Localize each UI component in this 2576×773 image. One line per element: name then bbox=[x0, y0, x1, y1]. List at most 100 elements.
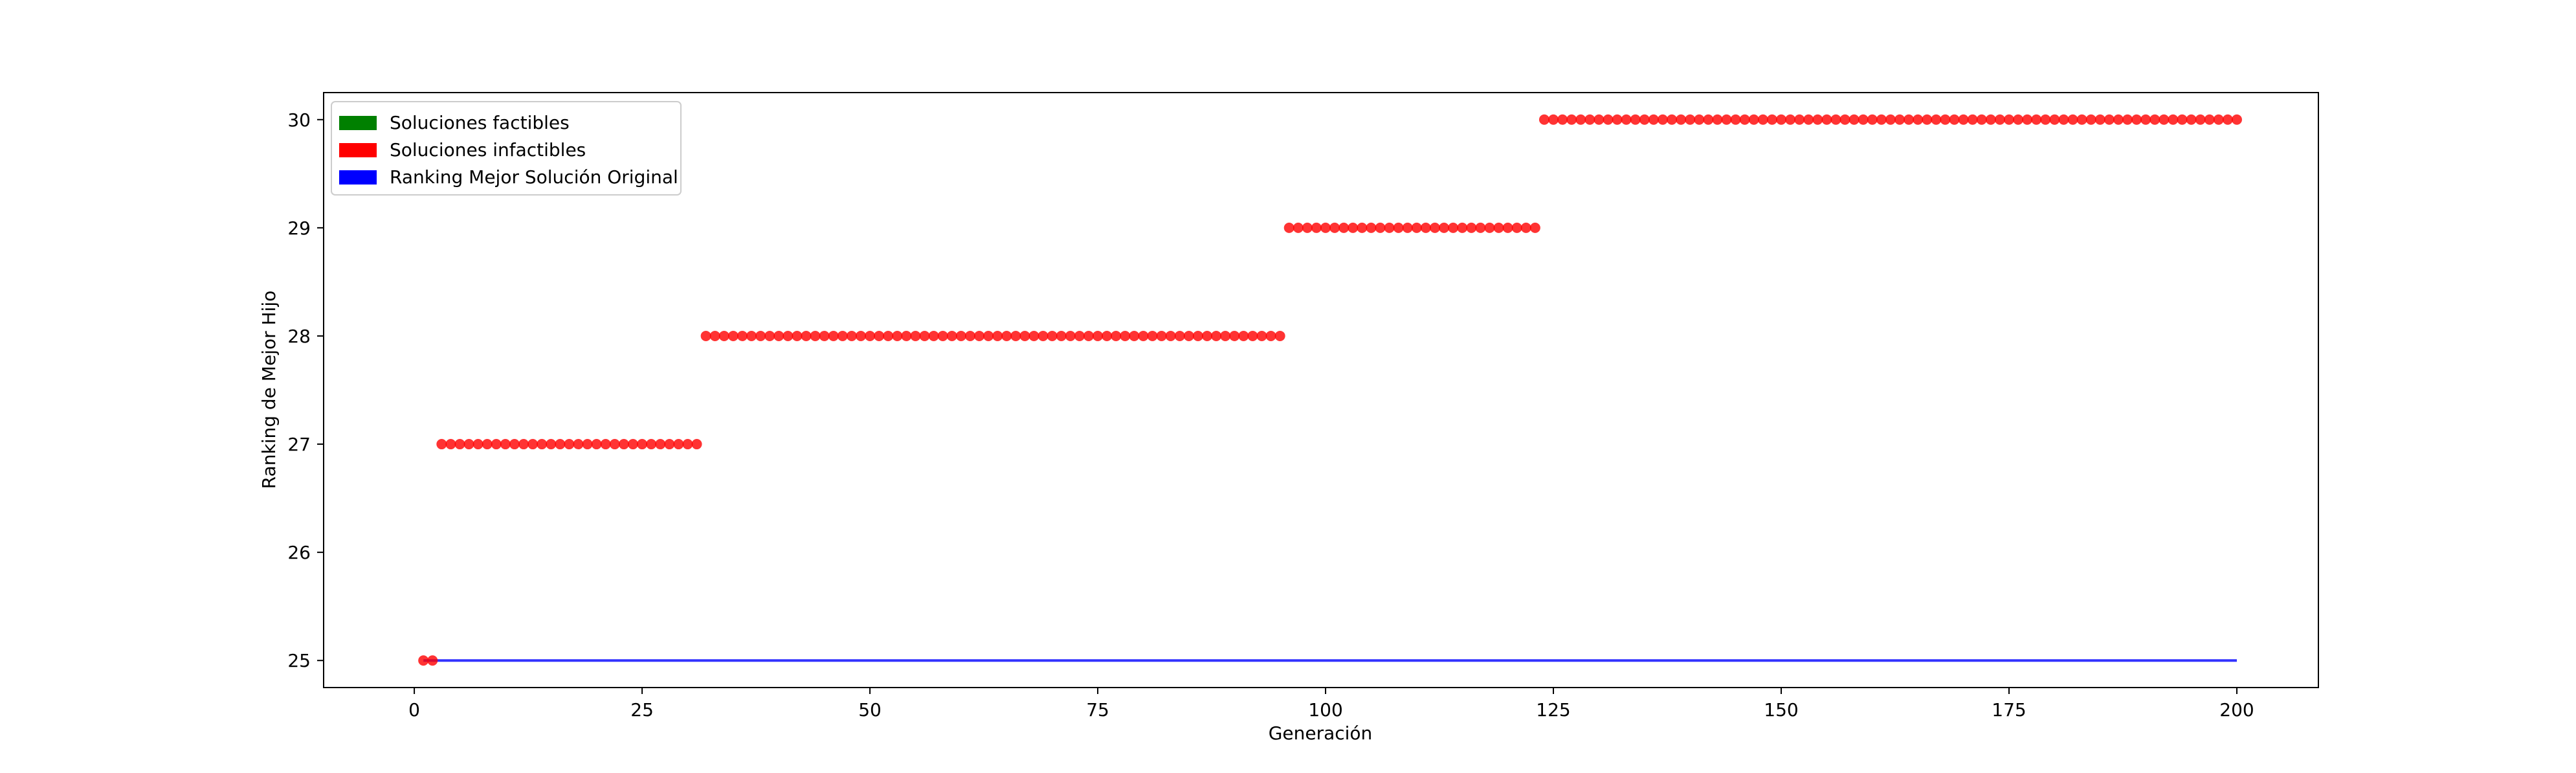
legend-box bbox=[331, 101, 682, 196]
data-point bbox=[1129, 330, 1140, 341]
data-point bbox=[737, 330, 748, 341]
data-point bbox=[1858, 114, 1869, 125]
data-point bbox=[1621, 114, 1632, 125]
data-point bbox=[1448, 222, 1459, 233]
data-point bbox=[546, 439, 557, 450]
data-point bbox=[1010, 330, 1021, 341]
data-point bbox=[1238, 330, 1249, 341]
data-point bbox=[1739, 114, 1750, 125]
data-point bbox=[983, 330, 994, 341]
data-point bbox=[1785, 114, 1796, 125]
data-point bbox=[1375, 222, 1386, 233]
data-point bbox=[1411, 222, 1422, 233]
data-point bbox=[2149, 114, 2160, 125]
legend-label: Ranking Mejor Solución Original bbox=[390, 166, 678, 188]
data-point bbox=[1511, 222, 1522, 233]
data-point bbox=[2004, 114, 2015, 125]
data-point bbox=[1402, 222, 1413, 233]
legend-label: Soluciones factibles bbox=[390, 112, 570, 133]
data-point bbox=[1366, 222, 1377, 233]
data-point bbox=[1676, 114, 1687, 125]
data-point bbox=[1538, 114, 1549, 125]
data-point bbox=[1384, 222, 1395, 233]
data-point bbox=[974, 330, 985, 341]
data-point bbox=[937, 330, 948, 341]
axes-layer: 0 25 50 75 100 125 150 175 200 25 26 27 28 29 30 bbox=[287, 92, 2319, 721]
data-point bbox=[418, 655, 429, 666]
data-point bbox=[1484, 222, 1495, 233]
data-point bbox=[1922, 114, 1933, 125]
x-tick-label: 200 bbox=[2219, 699, 2254, 721]
data-point bbox=[564, 439, 575, 450]
data-point bbox=[646, 439, 657, 450]
data-point bbox=[691, 439, 702, 450]
data-point bbox=[1712, 114, 1723, 125]
data-point bbox=[500, 439, 511, 450]
x-tick-label: 0 bbox=[408, 699, 420, 721]
data-point bbox=[655, 439, 666, 450]
data-point bbox=[1138, 330, 1149, 341]
data-point bbox=[1821, 114, 1832, 125]
data-point bbox=[673, 439, 684, 450]
data-point bbox=[2168, 114, 2179, 125]
data-point bbox=[1876, 114, 1887, 125]
data-point bbox=[1603, 114, 1614, 125]
data-point bbox=[1457, 222, 1468, 233]
data-point bbox=[1931, 114, 1942, 125]
data-point bbox=[1329, 222, 1340, 233]
data-point bbox=[1120, 330, 1131, 341]
data-point bbox=[865, 330, 876, 341]
data-point bbox=[2195, 114, 2206, 125]
data-point bbox=[1593, 114, 1604, 125]
data-point bbox=[2058, 114, 2069, 125]
data-point bbox=[2122, 114, 2133, 125]
data-point bbox=[1320, 222, 1331, 233]
data-point bbox=[1265, 330, 1276, 341]
data-point bbox=[946, 330, 957, 341]
data-point bbox=[1994, 114, 2005, 125]
data-point bbox=[445, 439, 456, 450]
data-point bbox=[1730, 114, 1741, 125]
data-point bbox=[718, 330, 729, 341]
data-point bbox=[555, 439, 566, 450]
data-point bbox=[518, 439, 529, 450]
data-point bbox=[755, 330, 766, 341]
data-point bbox=[1348, 222, 1359, 233]
data-point bbox=[1913, 114, 1924, 125]
data-point bbox=[1766, 114, 1777, 125]
x-tick-label: 125 bbox=[1536, 699, 1570, 721]
plot-frame bbox=[323, 92, 2319, 688]
data-point bbox=[1985, 114, 1996, 125]
data-point bbox=[727, 330, 738, 341]
data-point bbox=[1074, 330, 1085, 341]
x-tick-label: 150 bbox=[1764, 699, 1798, 721]
data-point bbox=[810, 330, 821, 341]
data-point bbox=[527, 439, 539, 450]
legend: Soluciones factibles Soluciones infactibl… bbox=[331, 101, 682, 196]
data-point bbox=[746, 330, 757, 341]
data-point bbox=[1211, 330, 1222, 341]
data-point bbox=[582, 439, 593, 450]
legend-swatch bbox=[339, 143, 377, 157]
data-point bbox=[1028, 330, 1039, 341]
data-point bbox=[883, 330, 894, 341]
data-point bbox=[1183, 330, 1194, 341]
data-point bbox=[1274, 330, 1285, 341]
data-point bbox=[1839, 114, 1850, 125]
data-point bbox=[609, 439, 620, 450]
data-point bbox=[1439, 222, 1450, 233]
data-point bbox=[1748, 114, 1759, 125]
data-point bbox=[627, 439, 638, 450]
data-point bbox=[1083, 330, 1094, 341]
data-point bbox=[472, 439, 483, 450]
data-point bbox=[1904, 114, 1915, 125]
data-point bbox=[783, 330, 794, 341]
y-tick-label: 26 bbox=[287, 542, 311, 563]
data-point bbox=[1102, 330, 1113, 341]
data-point bbox=[1192, 330, 1203, 341]
legend-swatch bbox=[339, 116, 377, 130]
data-point bbox=[1657, 114, 1668, 125]
data-point bbox=[1894, 114, 1905, 125]
data-point bbox=[1667, 114, 1678, 125]
data-point bbox=[792, 330, 803, 341]
